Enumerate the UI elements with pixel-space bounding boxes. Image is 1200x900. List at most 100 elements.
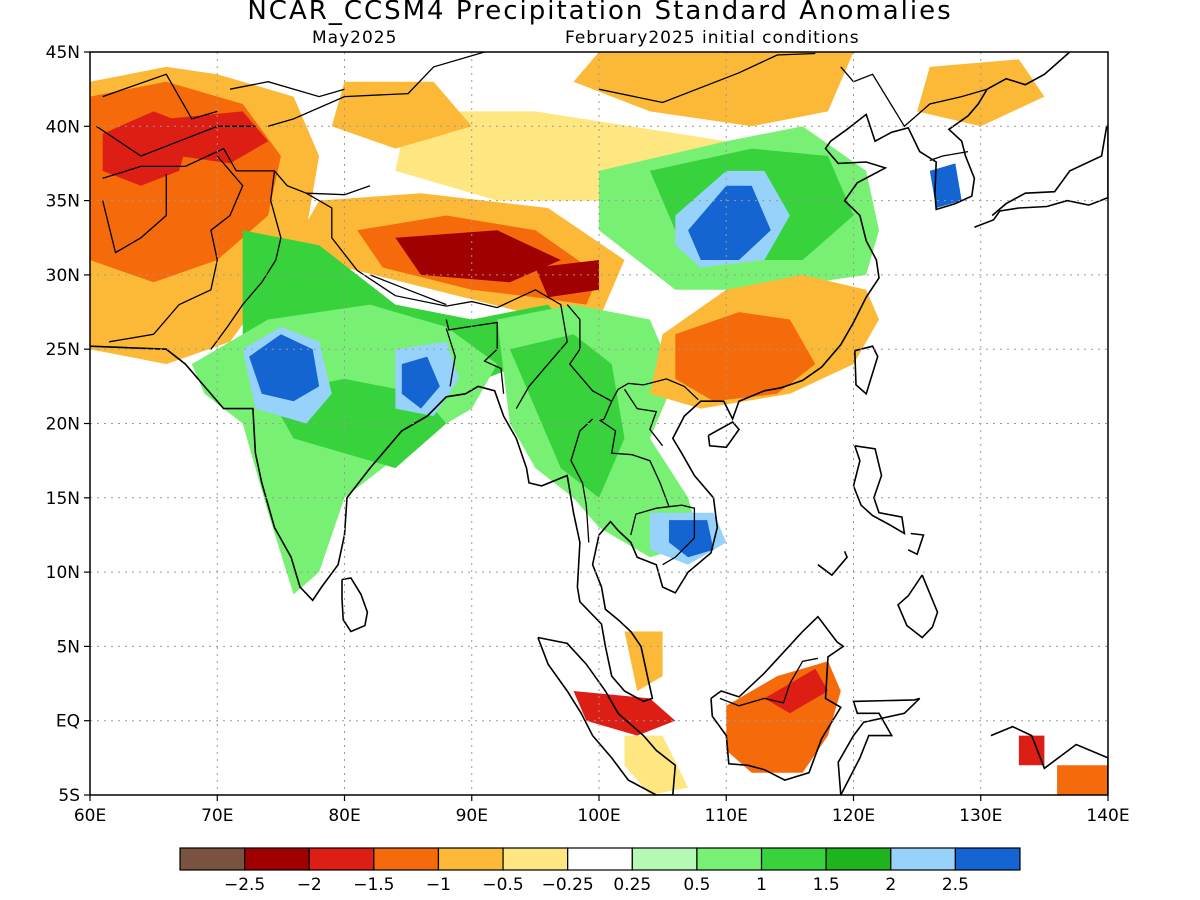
lon-tick-label: 90E [456, 806, 488, 826]
border-14 [598, 52, 816, 104]
border-16 [102, 73, 218, 120]
colorbar-label: 0.25 [613, 875, 651, 895]
coastline-10 [974, 125, 1108, 229]
lat-tick-label: 45N [46, 43, 80, 63]
anomaly-region-new-guinea-red [1018, 735, 1045, 766]
lon-tick-label: 100E [577, 806, 620, 826]
colorbar-label: −2 [297, 875, 322, 895]
colorbar-label: 1.5 [813, 875, 840, 895]
anomaly-region-south-china-red [675, 312, 816, 402]
anomaly-region-tibet-darkred [395, 230, 561, 283]
border-12 [306, 185, 371, 196]
border-13 [267, 52, 485, 127]
colorbar-label: 2.5 [942, 875, 969, 895]
coastline-8 [837, 697, 921, 795]
border-4 [445, 319, 505, 394]
anomaly-region-korea-blue [929, 163, 962, 208]
colorbar-swatch [179, 847, 246, 871]
lat-tick-label: 10N [46, 563, 80, 583]
graticule [90, 52, 1108, 795]
lon-tick-label: 60E [74, 806, 106, 826]
border-3 [210, 170, 282, 350]
lat-tick-label: 5N [56, 637, 80, 657]
coastline-12 [817, 550, 849, 577]
map-title: NCAR_CCSM4 Precipitation Standard Anomal… [247, 0, 953, 26]
border-10 [662, 504, 696, 566]
colorbar-label: −1.5 [353, 875, 394, 895]
lon-tick-label: 140E [1086, 806, 1129, 826]
initial-conditions: February2025 initial conditions [565, 28, 860, 48]
coastlines [90, 52, 1108, 795]
colorbar-swatch [954, 847, 1021, 871]
coastline-4 [852, 445, 906, 536]
lat-tick-label: 15N [46, 489, 80, 509]
anomaly-region-sumatra-south-orange [624, 735, 689, 795]
longitude-ticks: 60E 70E 80E 90E 100E 110E 120E 130E 140E [74, 795, 1130, 826]
colorbar-swatch [244, 847, 310, 871]
border-20 [719, 657, 819, 707]
colorbar-swatch [890, 847, 956, 871]
colorbar-label: 0.5 [683, 875, 710, 895]
colorbar-swatch [825, 847, 892, 871]
lon-tick-label: 110E [705, 806, 748, 826]
border-7 [598, 400, 670, 536]
colorbar-swatch [437, 847, 504, 871]
coastline-0 [90, 52, 1071, 703]
lon-tick-label: 80E [328, 806, 360, 826]
anomaly-region-borneo-orange [726, 661, 841, 773]
anomaly-region-northeast-orange [917, 59, 1045, 127]
anomaly-region-central-asia-orange-2 [331, 81, 472, 149]
colorbar-label: −0.5 [482, 875, 523, 895]
lon-tick-label: 130E [959, 806, 1002, 826]
lon-tick-label: 120E [832, 806, 875, 826]
lat-tick-label: EQ [56, 712, 80, 732]
anomaly-region-sumatra-red [573, 691, 676, 736]
anomaly-region-afghanistan-core [102, 111, 192, 186]
coastline-11 [907, 532, 925, 556]
colorbar-swatch [567, 847, 633, 871]
colorbar-swatch [696, 847, 763, 871]
colorbar-swatch [631, 847, 698, 871]
border-18 [96, 125, 180, 157]
border-5 [445, 328, 456, 387]
forecast-month: May2025 [312, 28, 398, 48]
colorbar-label: −1 [426, 875, 451, 895]
coastline-6 [854, 345, 879, 396]
lat-tick-label: 5S [58, 786, 80, 806]
lat-tick-label: 30N [46, 266, 80, 286]
anomaly-region-bengal-blue [401, 356, 440, 409]
border-8 [570, 418, 594, 543]
lat-tick-label: 25N [46, 340, 80, 360]
colorbar-label: 1 [756, 875, 767, 895]
colorbar-swatch [760, 847, 827, 871]
lon-tick-label: 70E [201, 806, 233, 826]
anomaly-region-east-orange [1057, 765, 1108, 795]
border-9 [623, 388, 664, 447]
anomaly-region-mongolia-dry [573, 52, 854, 127]
colorbar-swatch [373, 847, 440, 871]
coastline-9 [990, 725, 1108, 795]
coastline-5 [897, 574, 939, 639]
colorbar-label: 2 [885, 875, 896, 895]
border-11 [369, 274, 447, 306]
border-1 [108, 155, 244, 343]
lat-tick-label: 35N [46, 192, 80, 212]
colorbar-label: −0.25 [542, 875, 594, 895]
border-2 [102, 173, 167, 254]
border-6 [566, 304, 699, 403]
coastline-1 [341, 577, 369, 633]
colorbar: −2.5 −2 −1.5 −1 −0.5 −0.25 0.25 0.5 1 1.5 2 2.5 [179, 847, 1021, 895]
colorbar-swatch [308, 847, 375, 871]
coastline-7 [707, 420, 741, 449]
anomaly-region-yunnan-darkred [535, 260, 599, 298]
lat-tick-label: 40N [46, 117, 80, 137]
border-21 [929, 150, 969, 162]
lat-tick-label: 20N [46, 415, 80, 435]
latitude-ticks: 45N 40N 35N 30N 25N 20N 15N 10N 5N EQ 5S [46, 43, 90, 806]
anomaly-region-india-blue [249, 334, 320, 402]
border-17 [229, 81, 345, 98]
border-0 [102, 147, 568, 409]
coastline-3 [710, 615, 845, 781]
anomaly-region-cambodia-blue [669, 520, 714, 558]
